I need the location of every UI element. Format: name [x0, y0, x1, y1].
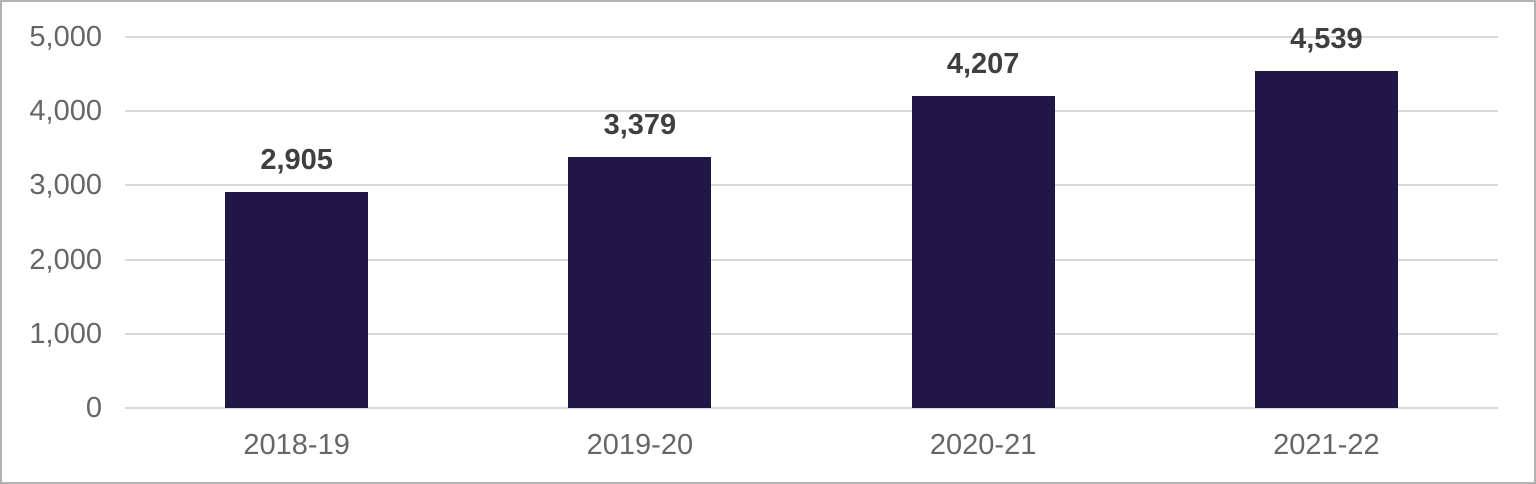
x-axis-category-label: 2018-19	[243, 429, 350, 461]
x-axis-category-label: 2019-20	[586, 429, 694, 461]
x-axis-category-label: 2020-21	[929, 429, 1037, 461]
bar-2018-19	[225, 192, 369, 408]
gridline	[125, 110, 1498, 113]
y-axis-tick-label: 4,000	[29, 95, 102, 128]
bar-value-label: 4,207	[946, 47, 1020, 80]
gridline	[125, 332, 1498, 335]
bar-value-label: 3,379	[603, 109, 677, 142]
bar-2020-21	[911, 95, 1055, 408]
y-axis-tick-label: 1,000	[29, 317, 102, 350]
bar-value-label: 2,905	[260, 144, 333, 177]
x-axis-category-label: 2021-22	[1273, 429, 1380, 461]
gridline	[125, 258, 1498, 261]
y-axis-tick-label: 5,000	[29, 21, 102, 53]
gridline	[125, 407, 1498, 409]
bar-2019-20	[568, 157, 712, 408]
y-axis-tick-label: 0	[85, 392, 102, 424]
bar-2021-22	[1254, 71, 1398, 408]
y-axis-tick-label: 3,000	[29, 169, 102, 202]
gridline	[125, 184, 1498, 187]
bar-value-label: 4,539	[1290, 23, 1363, 56]
y-axis-tick-label: 2,000	[29, 243, 102, 276]
gridline	[125, 36, 1498, 38]
